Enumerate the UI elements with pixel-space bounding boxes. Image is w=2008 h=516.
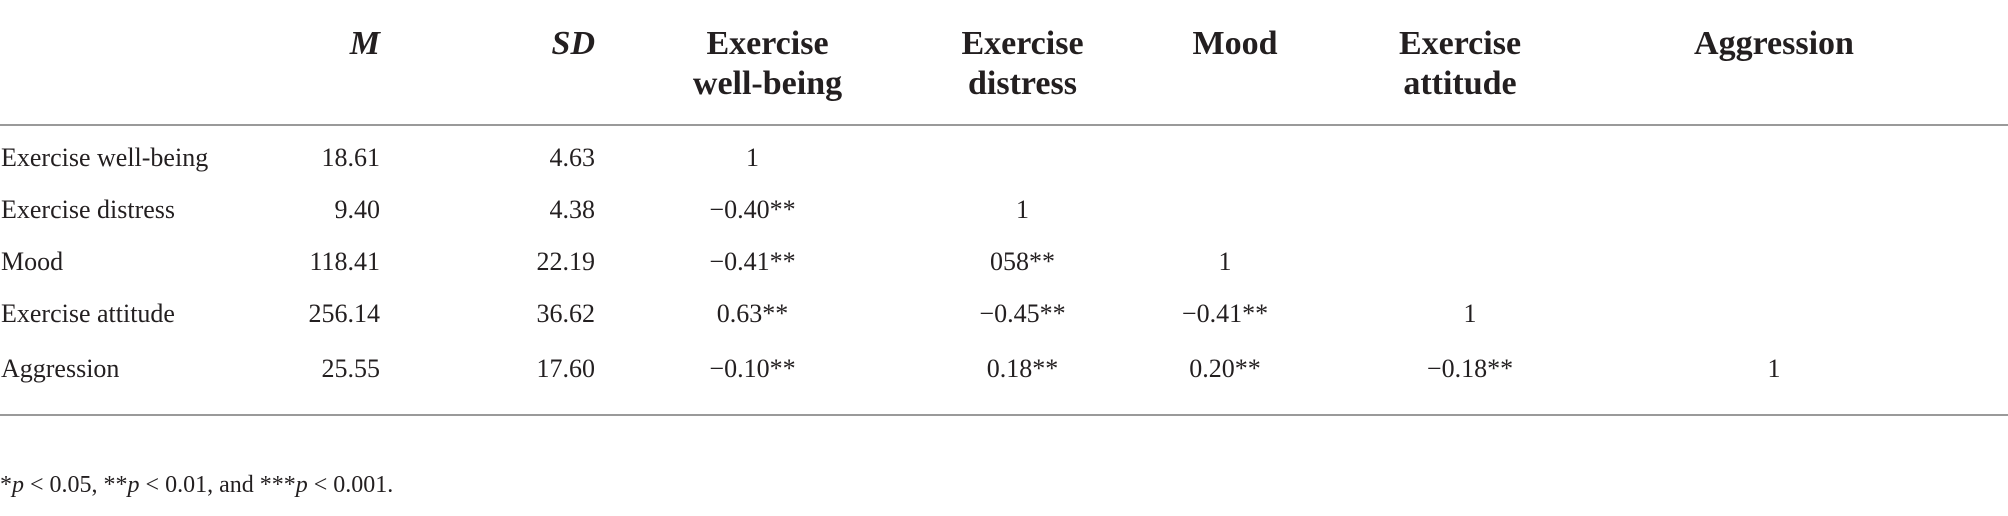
table-row: Aggression 25.55 17.60 −0.10** 0.18** 0.…	[0, 340, 2008, 416]
header-label	[0, 0, 250, 126]
header-exercise-well-being-line1: Exercise	[706, 25, 829, 62]
cell-sd: 4.38	[549, 195, 596, 224]
table-row: Mood 118.41 22.19 −0.41** 058** 1	[0, 236, 2008, 288]
header-exercise-attitude-line2: attitude	[1403, 65, 1517, 102]
cell-exercise-well-being: −0.10**	[595, 340, 880, 416]
cell-aggression	[1605, 288, 2008, 340]
row-label: Exercise distress	[1, 195, 176, 224]
cell-mood	[1115, 184, 1335, 236]
header-exercise-attitude-line1: Exercise	[1398, 25, 1522, 62]
cell-exercise-well-being: −0.41**	[709, 247, 796, 276]
footnote-p-2: p	[127, 472, 140, 498]
footnote-p-3: p	[295, 472, 308, 498]
cell-exercise-distress: −0.45**	[979, 299, 1066, 328]
cell-mood	[1115, 125, 1335, 184]
cell-m: 18.61	[321, 143, 381, 172]
footnote-text-3: < 0.001.	[307, 472, 394, 498]
cell-exercise-well-being: 1	[746, 143, 759, 172]
cell-sd: 4.63	[549, 143, 596, 172]
table-row: Exercise distress 9.40 4.38 −0.40** 1	[0, 184, 2008, 236]
cell-exercise-attitude: −0.18**	[1335, 340, 1605, 416]
header-sd: SD	[380, 0, 595, 126]
cell-m: 256.14	[308, 299, 381, 328]
cell-exercise-attitude	[1335, 125, 1605, 184]
row-label: Mood	[1, 247, 64, 276]
header-exercise-attitude: Exercise attitude	[1335, 0, 1605, 126]
cell-aggression: 1	[1605, 340, 2008, 416]
cell-m: 25.55	[250, 340, 380, 416]
header-mood-line1: Mood	[1192, 25, 1278, 62]
header-exercise-distress-line2: distress	[968, 65, 1077, 102]
cell-m: 118.41	[309, 247, 380, 276]
header-exercise-well-being: Exercise well-being	[595, 0, 880, 126]
cell-exercise-distress: 058**	[990, 247, 1055, 276]
cell-exercise-attitude	[1335, 236, 1605, 288]
correlation-table: M SD Exercise well-being Exercise distre…	[0, 0, 2008, 416]
cell-exercise-distress	[880, 125, 1115, 184]
table-footnote: *p < 0.05, **p < 0.01, and ***p < 0.001.	[0, 470, 393, 500]
header-row: M SD Exercise well-being Exercise distre…	[0, 0, 2008, 126]
cell-exercise-distress: 1	[1016, 195, 1029, 224]
header-mood: Mood	[1115, 0, 1335, 126]
footnote-mark-1: *	[0, 472, 12, 498]
row-label: Aggression	[0, 340, 250, 416]
cell-exercise-distress: 0.18**	[880, 340, 1115, 416]
cell-sd: 17.60	[380, 340, 595, 416]
cell-aggression	[1605, 125, 2008, 184]
footnote-mark-2: **	[103, 472, 128, 498]
cell-m: 9.40	[334, 195, 381, 224]
cell-aggression	[1605, 184, 2008, 236]
cell-sd: 22.19	[536, 247, 596, 276]
footnote-text-2: < 0.01, and	[139, 472, 260, 498]
table-row: Exercise attitude 256.14 36.62 0.63** −0…	[0, 288, 2008, 340]
cell-mood: 0.20**	[1115, 340, 1335, 416]
header-m: M	[250, 0, 380, 126]
header-exercise-well-being-line2: well-being	[692, 65, 843, 102]
correlation-table-container: M SD Exercise well-being Exercise distre…	[0, 0, 2008, 416]
footnote-mark-3: ***	[259, 472, 296, 498]
cell-aggression	[1605, 236, 2008, 288]
header-exercise-distress: Exercise distress	[880, 0, 1115, 126]
cell-exercise-well-being: 0.63**	[716, 299, 789, 328]
table-row: Exercise well-being 18.61 4.63 1	[0, 125, 2008, 184]
header-exercise-distress-line1: Exercise	[961, 25, 1084, 62]
header-aggression-line1: Aggression	[1694, 25, 1854, 62]
footnote-text-1: < 0.05,	[24, 472, 104, 498]
footnote-p-1: p	[12, 472, 24, 498]
cell-sd: 36.62	[536, 299, 596, 328]
cell-exercise-well-being: −0.40**	[709, 195, 796, 224]
cell-mood: −0.41**	[1181, 299, 1269, 328]
cell-exercise-attitude: 1	[1463, 299, 1477, 328]
row-label: Exercise attitude	[1, 299, 175, 328]
cell-exercise-attitude	[1335, 184, 1605, 236]
cell-mood: 1	[1218, 247, 1232, 276]
header-aggression: Aggression	[1605, 0, 2008, 126]
row-label: Exercise well-being	[1, 143, 209, 172]
